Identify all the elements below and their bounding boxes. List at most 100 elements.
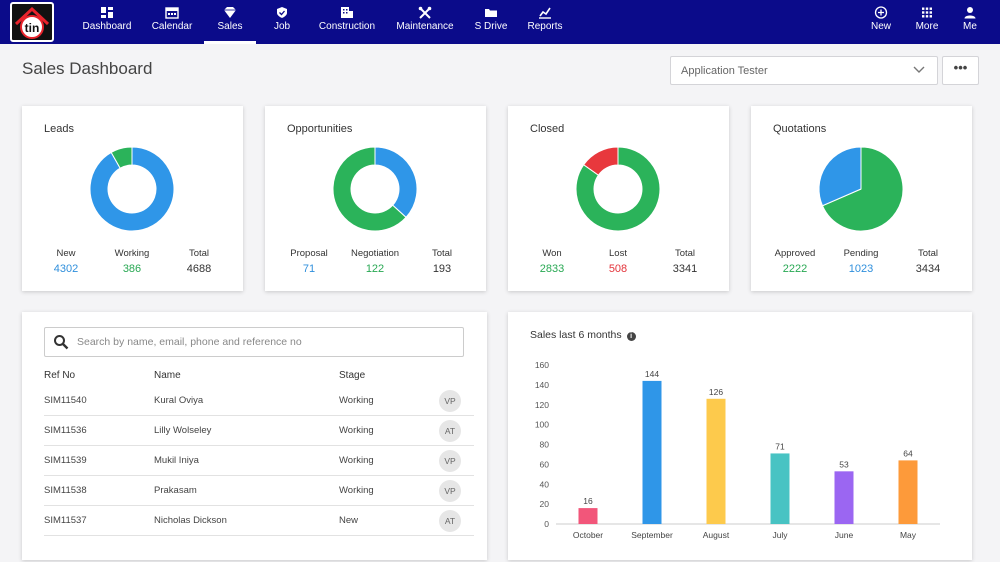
grid-icon	[922, 7, 932, 18]
chart-title-row: Sales last 6 months i	[530, 329, 636, 341]
leads-card: Leads New 4302 Working 386 Total 4688	[22, 106, 243, 291]
row-stage: Working	[339, 455, 374, 466]
nav-reports-label: Reports	[527, 21, 563, 32]
nav-calendar-label: Calendar	[151, 21, 193, 32]
donut-segment-1[interactable]	[110, 146, 133, 169]
nav-reports[interactable]: Reports	[526, 0, 564, 44]
bar-august[interactable]	[706, 398, 726, 524]
assignee-avatar[interactable]: AT	[439, 420, 461, 442]
stat-value: 3434	[915, 263, 941, 275]
bar-value-label: 71	[775, 441, 785, 451]
stat-value: 2222	[782, 263, 808, 275]
table-row[interactable]: SIM11539 Mukil Iniya Working VP	[44, 446, 474, 476]
app-logo[interactable]: tin	[10, 2, 54, 42]
nav-me[interactable]: Me	[956, 0, 984, 44]
building-icon	[341, 7, 353, 18]
y-tick-label: 120	[535, 400, 549, 410]
row-ref: SIM11540	[44, 395, 87, 406]
opportunities-stat-negotiation: Negotiation 122	[340, 248, 410, 275]
donut-segment-1[interactable]	[583, 146, 619, 176]
house-logo-icon: tin	[14, 6, 50, 39]
row-name: Mukil Iniya	[154, 455, 199, 466]
leads-stat-new: New 4302	[31, 248, 101, 275]
recent-leads-card: Ref No Name Stage SIM11540 Kural Oviya W…	[22, 312, 487, 560]
closed-stat-lost: Lost 508	[583, 248, 653, 275]
donut-segment-0[interactable]	[89, 146, 175, 232]
assignee-avatar[interactable]: VP	[439, 450, 461, 472]
y-tick-label: 160	[535, 360, 549, 370]
donut-segment-0[interactable]	[821, 146, 904, 232]
plus-circle-icon	[874, 6, 888, 19]
sales-chart-card: Sales last 6 months i 0 20 40 60 80 100 120 140 1…	[508, 312, 972, 560]
stat-label: Pending	[843, 248, 879, 259]
nav-dashboard-label: Dashboard	[82, 21, 132, 32]
column-header-name[interactable]: Name	[154, 370, 181, 381]
user-select-dropdown[interactable]: Application Tester	[670, 56, 938, 85]
quotations-pie-chart	[818, 146, 904, 232]
nav-job[interactable]: Job	[264, 0, 300, 44]
table-row[interactable]: SIM11537 Nicholas Dickson New AT	[44, 506, 474, 536]
stat-label: Total	[188, 248, 210, 259]
row-ref: SIM11539	[44, 455, 87, 466]
search-input[interactable]	[77, 333, 457, 351]
sales-bar-chart: 0 20 40 60 80 100 120 140 160 16 October 144 Septemb…	[535, 360, 940, 540]
user-icon	[964, 7, 976, 19]
nav-calendar[interactable]: Calendar	[146, 0, 198, 44]
row-name: Nicholas Dickson	[154, 515, 227, 526]
nav-dashboard[interactable]: Dashboard	[80, 0, 134, 44]
nav-maintenance-label: Maintenance	[396, 21, 454, 32]
nav-sales[interactable]: Sales	[204, 0, 256, 44]
stat-value: 3341	[672, 263, 698, 275]
bar-june[interactable]	[834, 471, 854, 524]
donut-segment-0[interactable]	[575, 146, 661, 232]
assignee-avatar[interactable]: VP	[439, 390, 461, 412]
table-row[interactable]: SIM11540 Kural Oviya Working VP	[44, 386, 474, 416]
bar-may[interactable]	[898, 460, 918, 524]
bar-september[interactable]	[642, 380, 662, 524]
bar-july[interactable]	[770, 453, 790, 524]
nav-construction[interactable]: Construction	[316, 0, 378, 44]
y-tick-label: 40	[540, 479, 550, 489]
donut-segment-0[interactable]	[374, 146, 418, 219]
x-tick-label: October	[573, 530, 603, 540]
chevron-down-icon	[913, 66, 925, 73]
stat-value: 71	[302, 263, 316, 275]
table-row[interactable]: SIM11536 Lilly Wolseley Working AT	[44, 416, 474, 446]
stat-label: New	[56, 248, 76, 259]
column-header-ref-no[interactable]: Ref No	[44, 370, 76, 381]
closed-card-title: Closed	[530, 123, 565, 135]
bar-value-label: 144	[645, 369, 659, 379]
bar-value-label: 126	[709, 387, 723, 397]
y-tick-label: 60	[540, 459, 550, 469]
y-tick-label: 140	[535, 380, 549, 390]
donut-segment-1[interactable]	[818, 146, 862, 207]
row-ref: SIM11538	[44, 485, 87, 496]
stat-value: 2833	[539, 263, 565, 275]
more-options-button[interactable]: •••	[942, 56, 979, 85]
nav-me-label: Me	[963, 21, 977, 32]
quotations-card-title: Quotations	[773, 123, 827, 135]
info-icon[interactable]: i	[626, 332, 636, 341]
stat-value: 4688	[186, 263, 212, 275]
nav-s-drive-label: S Drive	[474, 21, 508, 32]
bar-value-label: 64	[903, 448, 913, 458]
quotations-stat-approved: Approved 2222	[760, 248, 830, 275]
stat-value: 122	[365, 263, 385, 275]
bar-october[interactable]	[578, 508, 598, 524]
row-name: Lilly Wolseley	[154, 425, 212, 436]
donut-segment-1[interactable]	[332, 146, 407, 232]
stat-label: Negotiation	[350, 248, 400, 259]
closed-donut-chart	[575, 146, 661, 232]
nav-maintenance[interactable]: Maintenance	[394, 0, 456, 44]
nav-more[interactable]: More	[912, 0, 942, 44]
table-row[interactable]: SIM11538 Prakasam Working VP	[44, 476, 474, 506]
user-select-value: Application Tester	[681, 65, 768, 77]
shield-icon	[277, 7, 287, 18]
column-header-stage[interactable]: Stage	[339, 370, 366, 381]
assignee-avatar[interactable]: VP	[439, 480, 461, 502]
nav-s-drive[interactable]: S Drive	[472, 0, 510, 44]
assignee-avatar[interactable]: AT	[439, 510, 461, 532]
leads-stat-total: Total 4688	[164, 248, 234, 275]
stat-label: Total	[431, 248, 453, 259]
nav-new[interactable]: New	[866, 0, 896, 44]
